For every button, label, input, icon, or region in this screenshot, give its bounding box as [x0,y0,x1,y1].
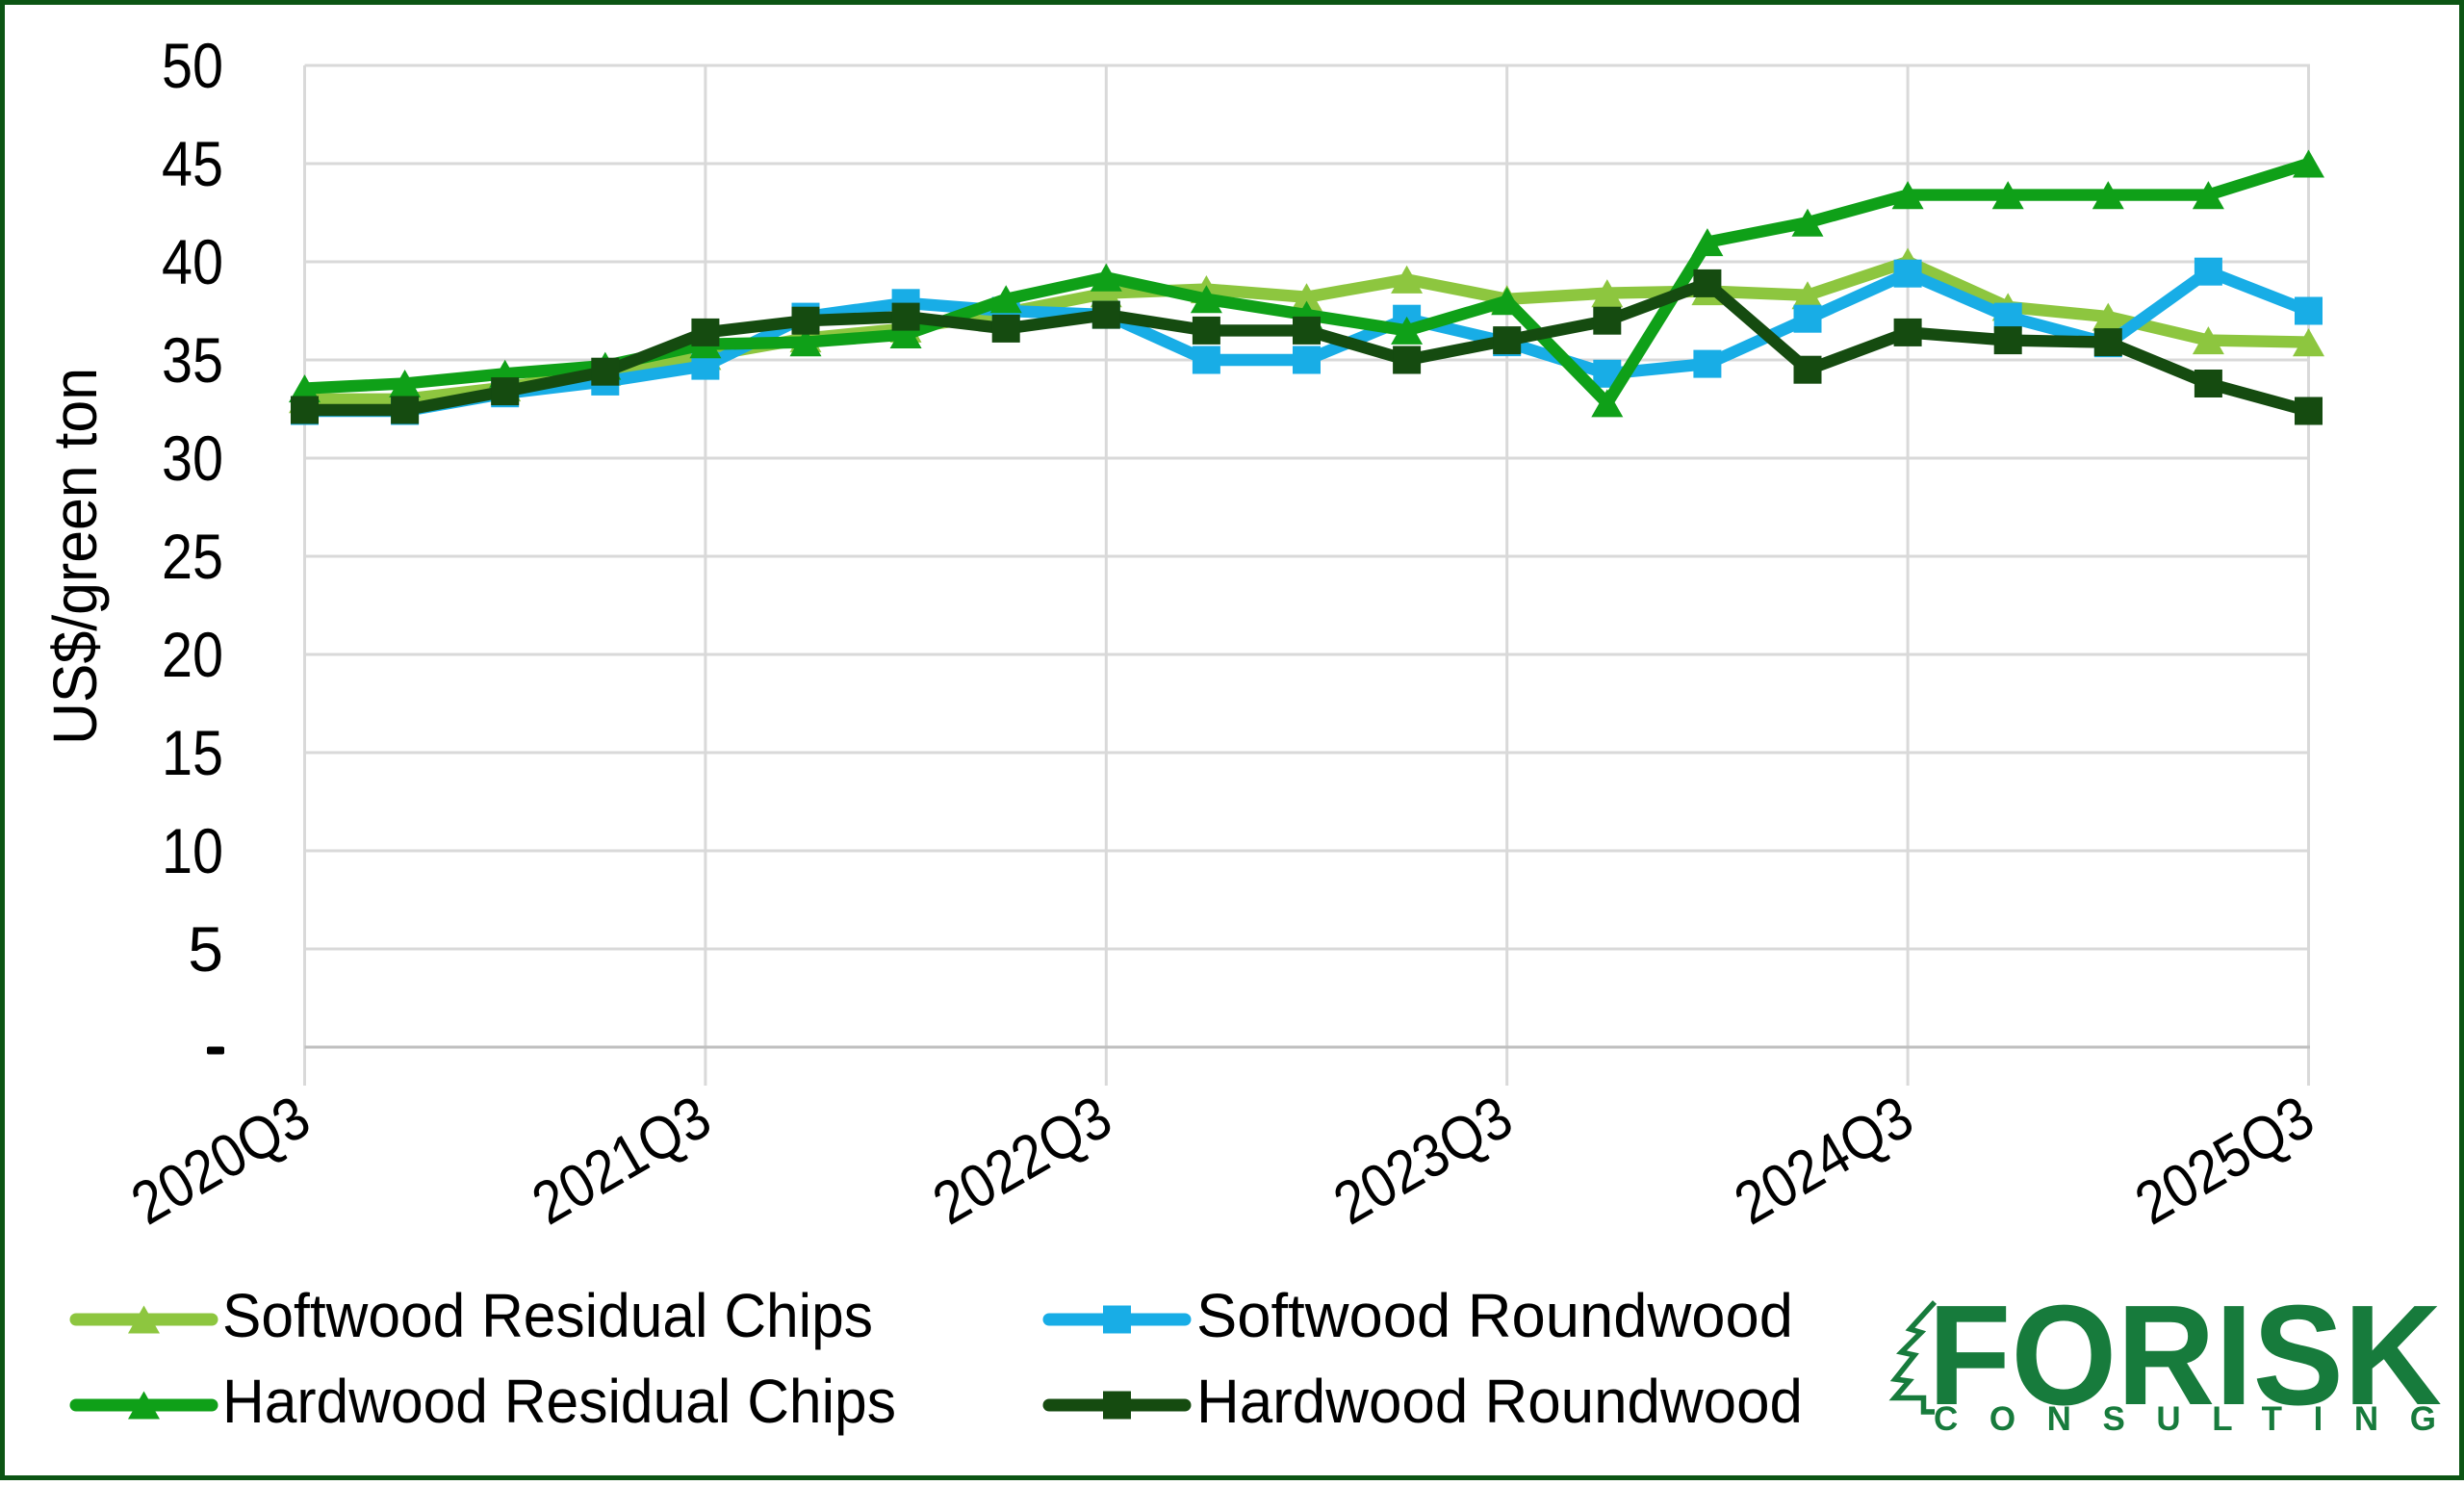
svg-text:5: 5 [188,913,223,985]
svg-text:Hardwood Roundwood: Hardwood Roundwood [1196,1367,1803,1436]
svg-text:10: 10 [162,815,223,886]
svg-text:20: 20 [162,619,223,690]
svg-text:US$/green ton: US$/green ton [40,368,110,745]
svg-text:FORISK: FORISK [1928,1276,2442,1435]
svg-text:45: 45 [162,128,223,199]
svg-text:Hardwood Residual Chips: Hardwood Residual Chips [222,1367,896,1436]
svg-text:Softwood Residual Chips: Softwood Residual Chips [222,1281,873,1350]
svg-text:50: 50 [162,30,223,101]
svg-text:40: 40 [162,226,223,297]
svg-text:30: 30 [162,422,223,494]
svg-text:35: 35 [162,324,223,396]
svg-text:15: 15 [162,717,223,788]
svg-text:Softwood Roundwood: Softwood Roundwood [1196,1281,1793,1350]
svg-text:25: 25 [162,521,223,592]
